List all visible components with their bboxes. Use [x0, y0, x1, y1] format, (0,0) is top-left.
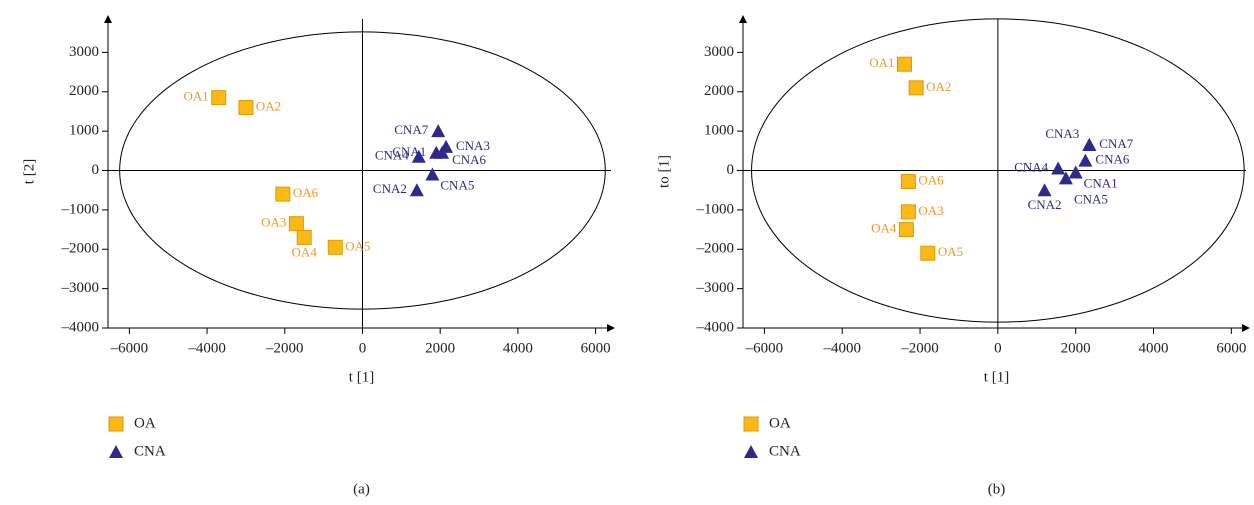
legend-marker — [744, 445, 758, 458]
y-tick-label: 0 — [92, 162, 100, 178]
y-tick-label: –4000 — [61, 319, 100, 335]
axis-arrow — [104, 15, 112, 23]
point-label: OA6 — [918, 173, 944, 188]
y-tick-label: –4000 — [696, 319, 735, 335]
point-label: OA3 — [261, 215, 286, 230]
y-tick-label: 2000 — [704, 83, 734, 99]
x-tick-label: 2000 — [1061, 340, 1091, 356]
x-tick-label: 0 — [359, 340, 367, 356]
point-label: CNA5 — [1074, 191, 1108, 206]
point-label: CNA3 — [456, 138, 490, 153]
point — [900, 174, 916, 190]
x-axis-label: t [1] — [984, 369, 1009, 385]
point-label: OA5 — [938, 244, 963, 259]
point — [1078, 153, 1093, 167]
x-tick-label: 6000 — [581, 340, 611, 356]
point-label: CNA3 — [1045, 126, 1079, 141]
point-label: CNA7 — [1099, 136, 1133, 151]
y-tick-label: 0 — [727, 162, 735, 178]
point — [1037, 183, 1052, 197]
point — [431, 124, 446, 138]
point — [1068, 165, 1083, 179]
y-axis-label: t [2] — [21, 159, 37, 184]
point — [327, 239, 343, 255]
y-axis-label: to [1] — [656, 155, 672, 188]
point-label: OA4 — [292, 244, 318, 259]
point-label: OA4 — [871, 221, 897, 236]
point — [1051, 161, 1066, 175]
point-label: CNA4 — [375, 148, 409, 163]
x-tick-label: 0 — [994, 340, 1002, 356]
y-tick-label: 1000 — [704, 123, 734, 139]
x-tick-label: 4000 — [503, 340, 533, 356]
point — [238, 100, 254, 116]
legend-label: CNA — [134, 443, 166, 459]
x-tick-label: –4000 — [187, 340, 226, 356]
point — [411, 149, 426, 163]
point-label: CNA5 — [440, 177, 474, 192]
point — [275, 186, 291, 202]
x-tick-label: 6000 — [1216, 340, 1246, 356]
point-label: OA1 — [183, 89, 208, 104]
point — [908, 80, 924, 96]
point-label: OA2 — [926, 79, 951, 94]
x-tick-label: –6000 — [745, 340, 784, 356]
legend-marker — [743, 416, 759, 432]
point — [296, 229, 312, 245]
x-tick-label: 2000 — [425, 340, 455, 356]
point-label: CNA6 — [452, 152, 486, 167]
legend-label: OA — [134, 415, 156, 431]
x-axis-label: t [1] — [349, 369, 374, 385]
point — [900, 204, 916, 220]
point-label: CNA4 — [1014, 160, 1048, 175]
axis-arrow — [739, 15, 747, 23]
point-label: CNA7 — [394, 122, 428, 137]
confidence-ellipse — [119, 31, 606, 310]
point — [435, 145, 450, 159]
point — [409, 183, 424, 197]
y-tick-label: –3000 — [61, 280, 100, 296]
y-tick-label: 3000 — [704, 44, 734, 60]
point-label: CNA6 — [1095, 152, 1129, 167]
legend-label: CNA — [769, 443, 801, 459]
point-label: OA5 — [345, 238, 370, 253]
legend-marker — [109, 445, 123, 458]
point — [1082, 137, 1097, 151]
y-tick-label: –2000 — [696, 241, 735, 257]
x-tick-label: 4000 — [1139, 340, 1169, 356]
x-tick-label: –6000 — [110, 340, 149, 356]
y-tick-label: –1000 — [61, 201, 100, 217]
point-label: CNA2 — [373, 181, 407, 196]
axis-arrow — [607, 324, 615, 332]
point — [425, 167, 440, 181]
y-tick-label: –2000 — [61, 241, 100, 257]
point — [288, 216, 304, 232]
axis-arrow — [1242, 324, 1250, 332]
point — [898, 222, 914, 238]
point — [1058, 171, 1073, 185]
point-label: OA6 — [293, 185, 319, 200]
point — [211, 90, 227, 106]
point-label: CNA2 — [1028, 197, 1062, 212]
x-tick-label: –2000 — [900, 340, 939, 356]
confidence-ellipse — [751, 18, 1245, 323]
caption: (b) — [988, 481, 1006, 497]
y-tick-label: 2000 — [69, 83, 99, 99]
point-label: OA3 — [918, 203, 943, 218]
y-tick-label: 3000 — [69, 44, 99, 60]
point-label: CNA1 — [1084, 175, 1118, 190]
caption: (a) — [353, 481, 370, 497]
legend-marker — [108, 416, 124, 432]
y-tick-label: 1000 — [69, 123, 99, 139]
x-tick-label: –2000 — [265, 340, 304, 356]
y-tick-label: –3000 — [696, 280, 735, 296]
x-tick-label: –4000 — [822, 340, 861, 356]
point — [920, 245, 936, 261]
legend-label: OA — [769, 415, 791, 431]
y-tick-label: –1000 — [696, 201, 735, 217]
point-label: OA2 — [256, 99, 281, 114]
point — [896, 56, 912, 72]
point-label: OA1 — [869, 55, 894, 70]
